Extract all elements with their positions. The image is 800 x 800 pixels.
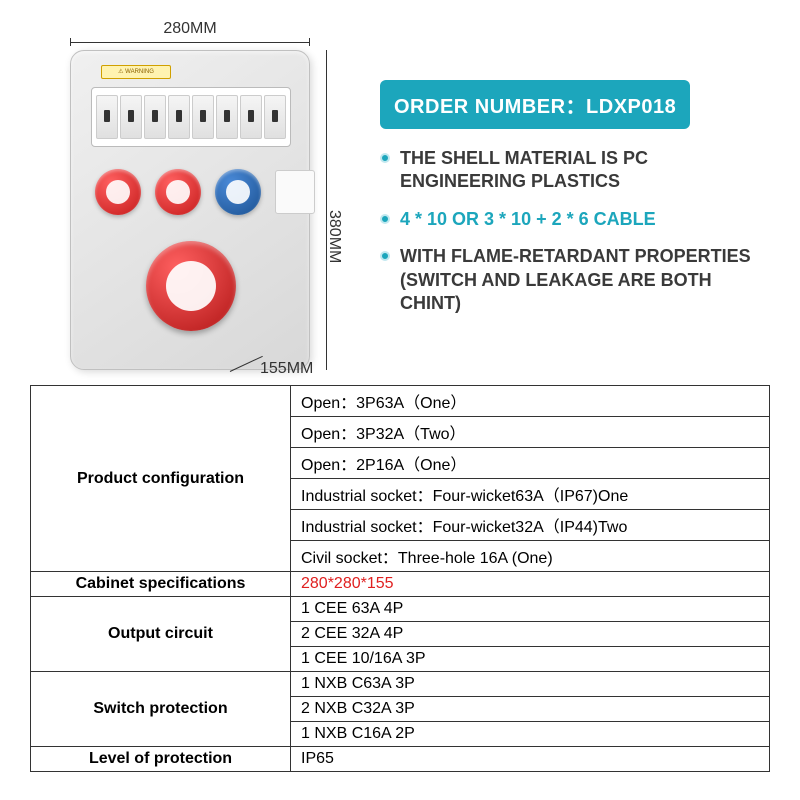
- top-section: 280MM ⚠ WARNING 380MM 155MM: [30, 20, 770, 370]
- bullet-dot-icon: [380, 214, 390, 224]
- bullet-item: 4 * 10 OR 3 * 10 + 2 * 6 CABLE: [380, 208, 770, 231]
- table-row: Level of protectionIP65: [31, 747, 770, 772]
- table-value-cell: Open：3P63A（One）: [291, 386, 770, 417]
- table-label-cell: Level of protection: [31, 747, 291, 772]
- bullet-list: THE SHELL MATERIAL IS PC ENGINEERING PLA…: [380, 147, 770, 315]
- bullet-text: 4 * 10 OR 3 * 10 + 2 * 6 CABLE: [400, 208, 656, 231]
- product-diagram: 280MM ⚠ WARNING 380MM 155MM: [30, 20, 350, 370]
- table-label-cell: Output circuit: [31, 597, 291, 672]
- table-value-cell: Civil socket：Three-hole 16A (One): [291, 541, 770, 572]
- table-row: Product configurationOpen：3P63A（One）: [31, 386, 770, 417]
- socket-large-red: [146, 241, 236, 331]
- bullet-dot-icon: [380, 251, 390, 261]
- enclosure-box: ⚠ WARNING: [70, 50, 310, 370]
- dim-width-label: 280MM: [70, 20, 310, 38]
- order-number-badge: ORDER NUMBER：LDXP018: [380, 80, 690, 129]
- bullet-text: THE SHELL MATERIAL IS PC ENGINEERING PLA…: [400, 147, 770, 194]
- warning-label: ⚠ WARNING: [101, 65, 171, 79]
- table-value-cell: Industrial socket：Four-wicket32A（IP44)Tw…: [291, 510, 770, 541]
- table-row: Switch protection1 NXB C63A 3P: [31, 672, 770, 697]
- table-label-cell: Cabinet specifications: [31, 572, 291, 597]
- table-label-cell: Switch protection: [31, 672, 291, 747]
- dim-depth-label: 155MM: [260, 360, 313, 378]
- socket-blue: [215, 169, 261, 215]
- dimension-height: 380MM: [320, 50, 350, 370]
- table-value-cell: 1 CEE 10/16A 3P: [291, 647, 770, 672]
- table-row: Cabinet specifications280*280*155: [31, 572, 770, 597]
- info-panel: ORDER NUMBER：LDXP018 THE SHELL MATERIAL …: [380, 20, 770, 370]
- bullet-dot-icon: [380, 153, 390, 163]
- breaker-panel: [91, 87, 291, 147]
- socket-red-1: [95, 169, 141, 215]
- table-value-cell: 280*280*155: [291, 572, 770, 597]
- small-sockets: [95, 169, 315, 215]
- table-value-cell: Open：2P16A（One）: [291, 448, 770, 479]
- civil-socket: [275, 170, 315, 214]
- table-value-cell: 2 NXB C32A 3P: [291, 697, 770, 722]
- socket-red-2: [155, 169, 201, 215]
- table-value-cell: 2 CEE 32A 4P: [291, 622, 770, 647]
- table-value-cell: 1 NXB C63A 3P: [291, 672, 770, 697]
- bullet-item: WITH FLAME-RETARDANT PROPERTIES (SWITCH …: [380, 245, 770, 315]
- table-value-cell: Open：3P32A（Two）: [291, 417, 770, 448]
- table-value-cell: 1 CEE 63A 4P: [291, 597, 770, 622]
- bullet-item: THE SHELL MATERIAL IS PC ENGINEERING PLA…: [380, 147, 770, 194]
- table-value-cell: Industrial socket：Four-wicket63A（IP67)On…: [291, 479, 770, 510]
- dimension-width: 280MM: [70, 20, 310, 50]
- spec-table: Product configurationOpen：3P63A（One）Open…: [30, 385, 770, 772]
- table-label-cell: Product configuration: [31, 386, 291, 572]
- bullet-text: WITH FLAME-RETARDANT PROPERTIES (SWITCH …: [400, 245, 770, 315]
- table-value-cell: 1 NXB C16A 2P: [291, 722, 770, 747]
- table-value-cell: IP65: [291, 747, 770, 772]
- table-row: Output circuit1 CEE 63A 4P: [31, 597, 770, 622]
- dim-height-label: 380MM: [325, 210, 343, 263]
